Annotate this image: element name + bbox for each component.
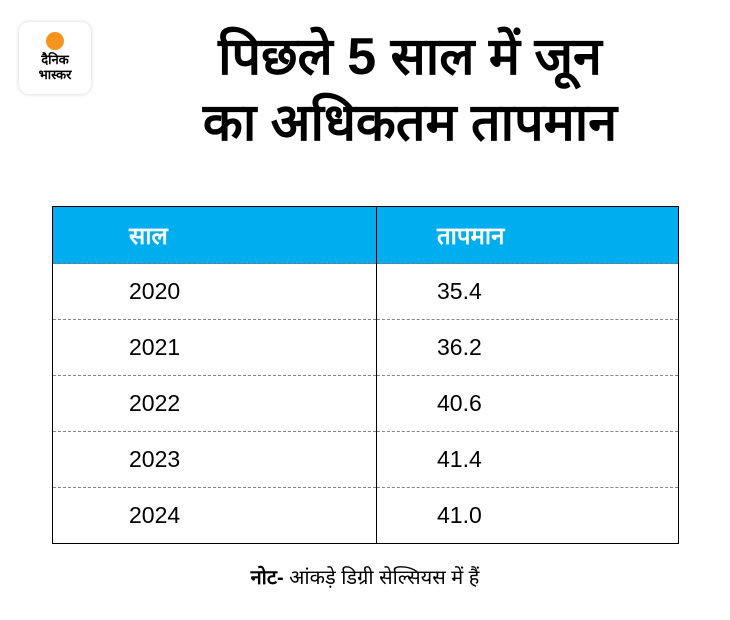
temperature-cell: 41.4 <box>376 431 679 488</box>
temperature-cell: 35.4 <box>376 263 679 320</box>
year-cell: 2024 <box>52 487 377 544</box>
dainik-bhaskar-logo: दैनिक भास्कर <box>19 22 91 94</box>
year-cell: 2021 <box>52 319 377 376</box>
year-cell: 2023 <box>52 431 377 488</box>
temperature-cell: 40.6 <box>376 375 679 432</box>
note-label: नोट- <box>250 567 284 589</box>
temperature-table: साल तापमान 2020 35.4 2021 36.2 2022 40.6 2023 4… <box>52 206 679 544</box>
temperature-cell: 41.0 <box>437 502 482 528</box>
logo-line-1: दैनिक <box>41 52 69 67</box>
table-row: 2020 35.4 <box>52 263 679 320</box>
column-header-temperature: तापमान <box>376 206 679 264</box>
temperature-cell: 36.2 <box>376 319 679 376</box>
title-line-1: पिछले 5 साल में जून <box>218 28 602 86</box>
sun-icon <box>46 32 64 50</box>
logo-line-2: भास्कर <box>38 67 72 82</box>
year-cell: 2022 <box>52 375 377 432</box>
table-row: 2022 40.6 <box>52 375 679 432</box>
page-title: पिछले 5 साल में जून का अधिकतम तापमान <box>100 24 720 156</box>
table-row: 2021 36.2 <box>52 319 679 376</box>
table-header-row: साल तापमान <box>52 206 679 264</box>
footnote: नोट- आंकड़े डिग्री सेल्सियस में हैं <box>0 563 730 590</box>
note-text: आंकड़े डिग्री सेल्सियस में हैं <box>283 567 480 589</box>
title-line-2: का अधिकतम तापमान <box>202 94 618 152</box>
column-header-year: साल <box>52 206 377 264</box>
table-row: 2023 41.4 <box>52 431 679 488</box>
table-row: 2024 41.0 <box>52 487 679 544</box>
year-cell: 2020 <box>52 263 377 320</box>
